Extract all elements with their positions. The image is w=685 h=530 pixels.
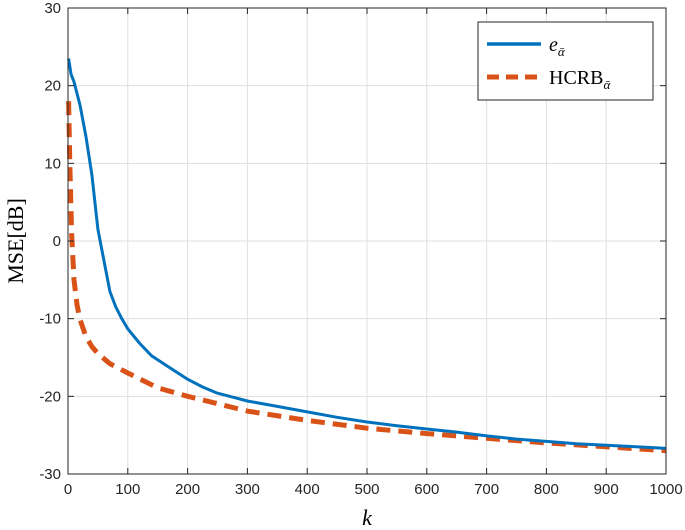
series-line-e: [67, 58, 667, 450]
x-tick-label: 1000: [649, 481, 682, 498]
grid: [68, 8, 666, 474]
legend: eᾱ HCRBᾱ: [477, 21, 654, 101]
x-tick-label: 700: [474, 481, 499, 498]
y-tick-label: -30: [39, 466, 61, 483]
x-tick-label: 900: [594, 481, 619, 498]
series-line-hcrb: [66, 101, 667, 454]
y-tick-label: 30: [44, 0, 61, 17]
ticks: [67, 7, 667, 475]
x-tick-label: 300: [235, 481, 260, 498]
x-tick-label: 200: [175, 481, 200, 498]
y-tick-label: -20: [39, 388, 61, 405]
x-axis-label: k: [362, 505, 373, 530]
x-tick-label: 500: [354, 481, 379, 498]
y-tick-label: -10: [39, 311, 61, 328]
legend-box: [477, 21, 654, 101]
legend-label-hcrb: HCRBᾱ: [549, 67, 611, 92]
tick-labels: 0 100 200 300 400 500 600 700 800 900 1000-30-20-1…: [39, 0, 682, 498]
legend-label-e: eᾱ: [549, 34, 566, 59]
x-tick-label: 0: [64, 481, 72, 498]
y-tick-label: 10: [44, 155, 61, 172]
y-tick-label: 20: [44, 78, 61, 95]
x-tick-label: 600: [414, 481, 439, 498]
x-tick-label: 400: [295, 481, 320, 498]
y-axis-label: MSE[dB]: [3, 198, 28, 284]
x-tick-label: 100: [115, 481, 140, 498]
y-tick-label: 0: [53, 233, 61, 250]
x-tick-label: 800: [534, 481, 559, 498]
series-layer: [66, 58, 667, 454]
